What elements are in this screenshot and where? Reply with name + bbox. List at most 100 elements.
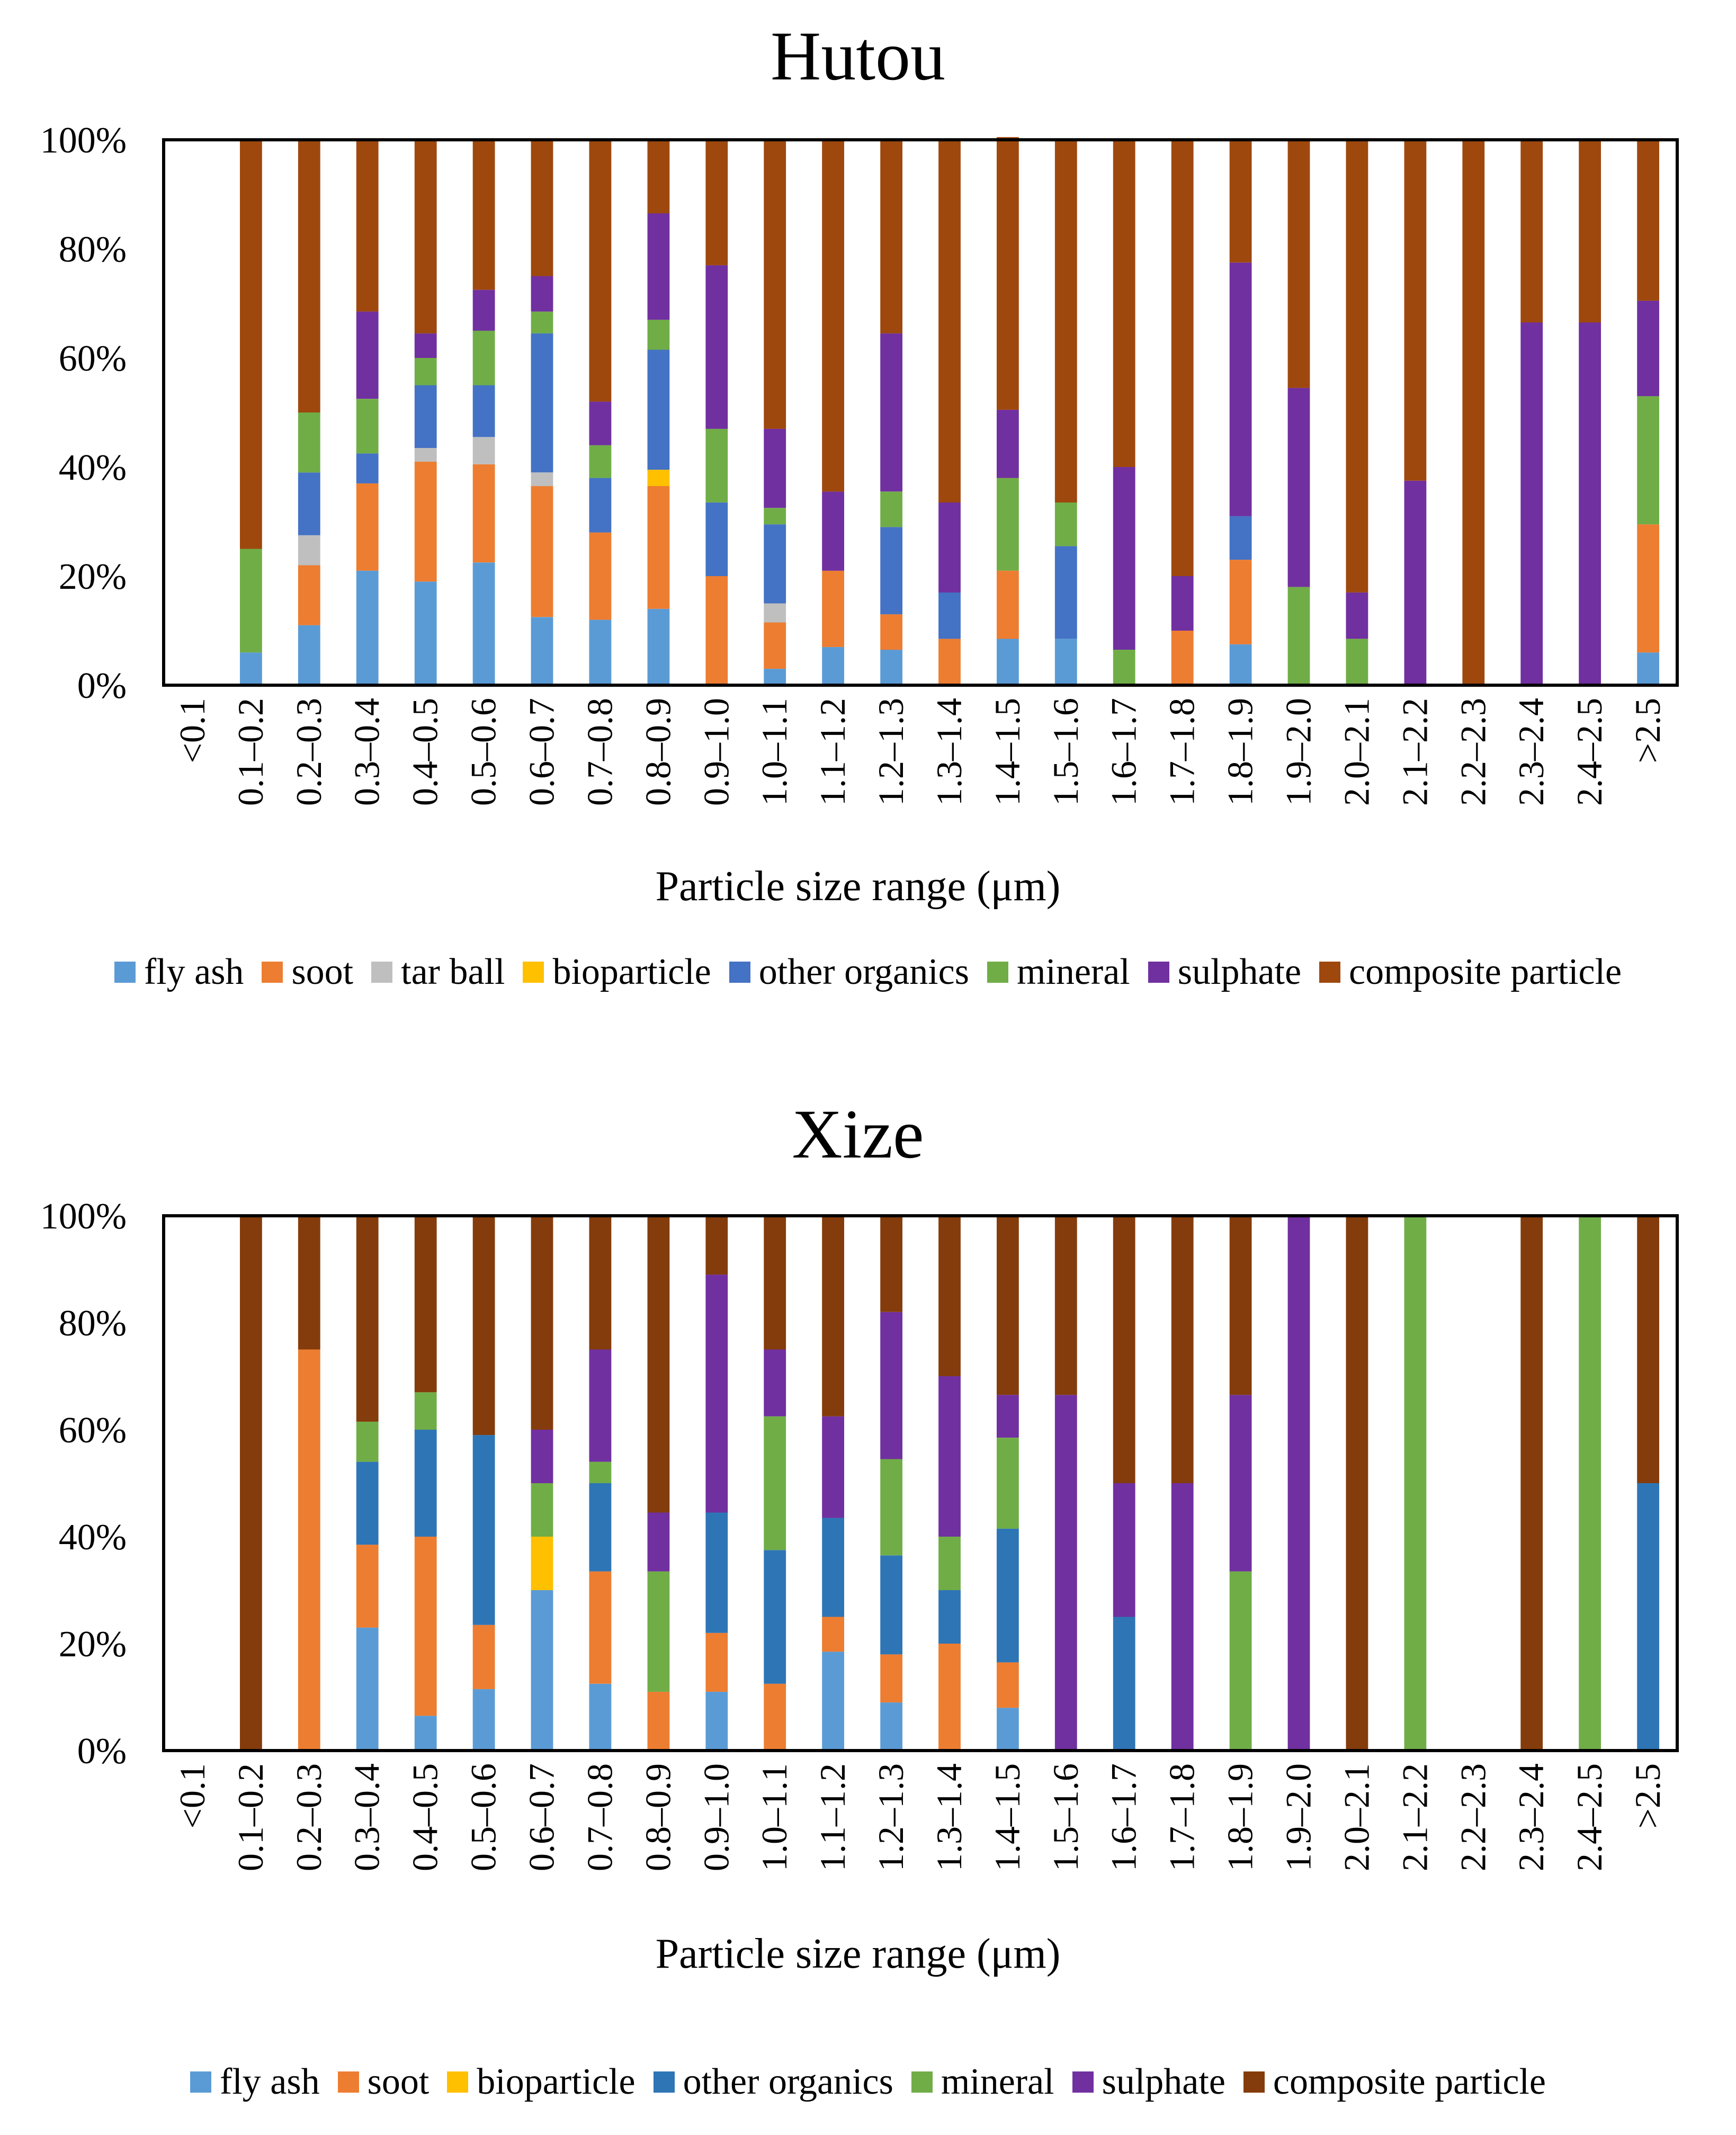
hutou-bar-sulphate — [1404, 480, 1427, 686]
hutou-legend-label: other organics — [758, 952, 969, 992]
xize-legend-item-other-organics: other organics — [653, 2061, 893, 2103]
hutou-bar-soot — [1229, 560, 1252, 644]
xize-bar-mineral — [880, 1459, 902, 1556]
hutou-legend-item-soot: soot — [262, 951, 353, 993]
hutou-y-tick-label: 40% — [59, 447, 127, 488]
hutou-bar-composite-particle — [1171, 140, 1194, 576]
hutou-bar-soot — [938, 639, 961, 685]
hutou-bar-sulphate — [997, 409, 1019, 478]
hutou-bar-other-organics — [531, 333, 553, 473]
xize-bar-other-organics — [589, 1483, 612, 1572]
xize-bar-soot — [589, 1571, 612, 1684]
xize-bar-mineral — [647, 1571, 670, 1692]
xize-x-tick-label: 0.3–0.4 — [347, 1763, 387, 1871]
hutou-legend-label: soot — [291, 952, 354, 992]
xize-bar-sulphate — [1287, 1216, 1310, 1751]
xize-bar-fly-ash — [414, 1716, 437, 1751]
hutou-bar-sulphate — [705, 265, 728, 429]
hutou-bar-soot — [997, 570, 1019, 639]
xize-bar-other-organics — [1637, 1483, 1659, 1751]
xize-bar-other-organics — [705, 1512, 728, 1633]
hutou-bar-sulphate — [822, 491, 844, 571]
xize-bar-sulphate — [705, 1275, 728, 1513]
hutou-legend-swatch — [1148, 962, 1169, 983]
hutou-bar-composite-particle — [705, 140, 728, 265]
hutou-legend-item-mineral: mineral — [987, 951, 1130, 993]
xize-bar-other-organics — [764, 1550, 786, 1684]
hutou-bar-fly-ash — [589, 620, 612, 685]
xize-legend-item-fly-ash: fly ash — [190, 2061, 320, 2103]
hutou-bar-sulphate — [1579, 322, 1601, 685]
hutou-legend-label: tar ball — [401, 952, 505, 992]
hutou-bar-sulphate — [880, 333, 902, 492]
hutou-x-tick-label: 0.3–0.4 — [347, 698, 387, 806]
hutou-bar-composite-particle — [1054, 140, 1077, 503]
hutou-bar-sulphate — [1113, 467, 1135, 650]
xize-legend-swatch — [911, 2071, 933, 2093]
chart-hutou-legend: fly ash soot tar ball bioparticle other orga… — [0, 951, 1736, 993]
xize-y-tick-label: 20% — [59, 1624, 127, 1665]
chart-xize-plot: Xize 0% 20% 40% 60% 80% 100% <0.1 0.1–0.2 0.2–0.3… — [40, 1095, 1679, 1977]
hutou-bar-mineral — [589, 445, 612, 478]
hutou-x-tick-label: 1.8–1.9 — [1220, 698, 1260, 806]
hutou-bar-soot — [1171, 631, 1194, 685]
xize-bar-soot — [822, 1617, 844, 1652]
xize-bar-mineral — [356, 1421, 379, 1462]
hutou-bar-fly-ash — [356, 570, 379, 685]
xize-bar-other-organics — [880, 1555, 902, 1655]
hutou-bar-soot — [472, 464, 495, 563]
hutou-bar-mineral — [1346, 639, 1368, 685]
hutou-bar-tar-ball — [298, 535, 320, 566]
xize-legend-label: fly ash — [220, 2061, 320, 2102]
xize-bar-composite-particle — [1054, 1216, 1077, 1395]
hutou-bar-fly-ash — [1637, 652, 1659, 685]
hutou-bar-soot — [822, 570, 844, 647]
xize-x-tick-label: 1.1–1.2 — [812, 1763, 853, 1871]
hutou-bar-other-organics — [938, 592, 961, 639]
hutou-bar-sulphate — [1520, 322, 1543, 685]
xize-bar-other-organics — [356, 1461, 379, 1545]
xize-bar-other-organics — [414, 1430, 437, 1537]
hutou-bar-sulphate — [472, 290, 495, 331]
hutou-x-tick-label: 1.1–1.2 — [812, 698, 853, 806]
hutou-bar-composite-particle — [298, 140, 320, 412]
hutou-y-tick-label: 20% — [59, 557, 127, 597]
hutou-bar-soot — [414, 461, 437, 582]
xize-bar-composite-particle — [240, 1216, 262, 1751]
hutou-bar-mineral — [705, 428, 728, 503]
hutou-bar-mineral — [531, 311, 553, 334]
hutou-bar-composite-particle — [1462, 140, 1485, 685]
hutou-x-tick-label: 2.4–2.5 — [1569, 698, 1609, 806]
xize-x-tick-label: <0.1 — [172, 1763, 212, 1828]
hutou-x-tick-label: 2.3–2.4 — [1511, 698, 1551, 806]
xize-bar-other-organics — [822, 1518, 844, 1617]
xize-bar-soot — [472, 1625, 495, 1689]
xize-bar-mineral — [1229, 1571, 1252, 1751]
hutou-y-tick-label: 100% — [40, 120, 127, 161]
hutou-legend-item-fly-ash: fly ash — [114, 951, 244, 993]
hutou-bar-composite-particle — [356, 140, 379, 312]
hutou-y-tick-label: 80% — [59, 229, 127, 270]
hutou-x-axis-label: Particle size range (μm) — [656, 863, 1061, 910]
xize-x-tick-label: 2.0–2.1 — [1336, 1763, 1376, 1871]
xize-x-tick-label: 0.2–0.3 — [289, 1763, 329, 1871]
xize-legend-label: composite particle — [1273, 2061, 1546, 2102]
hutou-legend-item-sulphate: sulphate — [1148, 951, 1301, 993]
xize-x-tick-label: 2.2–2.3 — [1453, 1763, 1493, 1871]
hutou-bar-mineral — [240, 549, 262, 653]
xize-x-tick-label: 1.8–1.9 — [1220, 1763, 1260, 1871]
hutou-bar-sulphate — [1229, 262, 1252, 516]
hutou-bar-composite-particle — [1346, 140, 1368, 593]
hutou-x-tick-label: 0.6–0.7 — [522, 698, 562, 806]
xize-bar-mineral — [531, 1483, 553, 1537]
xize-bar-composite-particle — [647, 1216, 670, 1513]
xize-bar-sulphate — [938, 1376, 961, 1537]
hutou-x-tick-label: >2.5 — [1627, 698, 1668, 763]
xize-bar-fly-ash — [472, 1689, 495, 1751]
hutou-bar-fly-ash — [764, 669, 786, 685]
xize-bar-soot — [356, 1545, 379, 1628]
hutou-x-tick-label: 0.4–0.5 — [405, 698, 445, 806]
xize-x-tick-label: 0.4–0.5 — [405, 1763, 445, 1871]
hutou-x-tick-label: 0.8–0.9 — [638, 698, 678, 806]
xize-bar-sulphate — [647, 1512, 670, 1572]
